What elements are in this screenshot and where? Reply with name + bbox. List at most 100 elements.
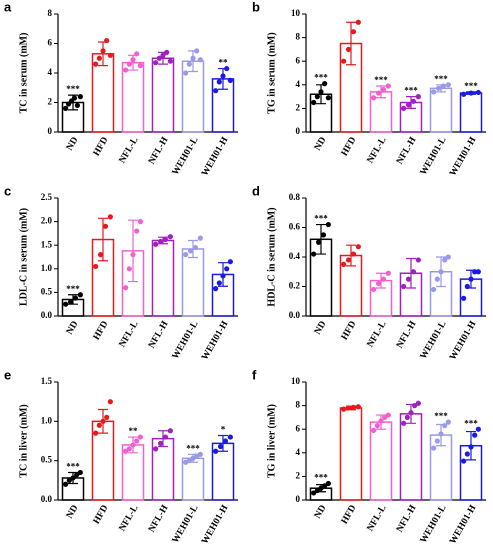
significance: *** <box>404 86 418 96</box>
significance: *** <box>314 214 328 224</box>
data-point <box>137 434 143 440</box>
y-tick-label: 10 <box>291 8 301 18</box>
data-point <box>408 410 414 416</box>
bar <box>399 413 423 501</box>
data-point <box>167 428 173 434</box>
data-point <box>472 269 478 275</box>
error-bar <box>406 96 416 109</box>
data-point <box>350 404 357 410</box>
data-point <box>438 431 444 437</box>
data-point <box>311 99 317 106</box>
error-bar <box>346 21 356 66</box>
error-bar <box>128 219 138 283</box>
data-point <box>67 299 74 305</box>
y-axis-label: TC in serum (mM) <box>18 33 29 114</box>
data-point <box>345 257 352 263</box>
bar <box>181 248 205 317</box>
y-tick-label: 2.5 <box>41 192 53 202</box>
data-point <box>70 475 76 481</box>
data-point <box>216 280 222 286</box>
data-point <box>325 480 331 487</box>
data-point <box>385 412 391 418</box>
data-point <box>77 94 83 100</box>
data-point <box>217 443 224 450</box>
data-point <box>222 438 229 444</box>
data-point <box>445 419 451 425</box>
data-point <box>440 83 447 89</box>
data-point <box>311 490 317 496</box>
data-point <box>431 89 437 95</box>
data-point <box>318 89 324 95</box>
data-point <box>345 405 352 411</box>
data-point <box>72 295 79 301</box>
y-tick-label: 0.5 <box>41 455 53 465</box>
data-point <box>468 444 474 450</box>
data-point <box>385 83 391 89</box>
x-tick-label: NFL-L <box>366 320 389 350</box>
x-tick-label: NFL-L <box>118 504 141 534</box>
data-point <box>186 61 192 67</box>
data-point <box>134 438 140 444</box>
data-point <box>102 223 109 229</box>
data-point <box>162 236 169 243</box>
x-tick-label: NFL-H <box>395 135 419 166</box>
data-point <box>475 426 481 432</box>
data-point <box>468 276 474 282</box>
data-point <box>378 418 384 424</box>
y-tick-label: 4 <box>296 447 301 457</box>
significance: *** <box>314 473 328 483</box>
x-tick-label: WEH01-L <box>419 504 449 546</box>
bar <box>459 92 483 133</box>
significance: *** <box>434 74 448 84</box>
y-axis-label: TG in serum (mM) <box>266 32 277 113</box>
significance: ** <box>129 426 139 436</box>
y-tick-label: 0.0 <box>41 310 53 320</box>
x-tick-label: ND <box>313 503 329 520</box>
data-point <box>380 86 387 93</box>
y-tick-label: 1.0 <box>41 263 53 273</box>
y-tick-label: 2 <box>296 470 301 480</box>
bar <box>369 421 393 501</box>
x-tick-label: NFL-H <box>147 319 171 350</box>
data-point <box>130 252 136 258</box>
data-point <box>156 55 162 61</box>
data-point <box>434 438 440 444</box>
data-point <box>183 70 189 76</box>
panel-label: b <box>252 0 260 14</box>
data-point <box>410 269 417 275</box>
data-point <box>227 434 233 440</box>
data-point <box>461 458 467 464</box>
data-point <box>77 469 83 476</box>
x-tick-label: HFD <box>340 503 359 525</box>
data-point <box>314 94 320 100</box>
data-point <box>77 292 83 298</box>
data-point <box>167 234 173 240</box>
data-point <box>157 440 164 446</box>
data-point <box>341 261 347 267</box>
data-point <box>355 244 361 250</box>
y-tick-label: 4 <box>296 79 301 89</box>
error-bar <box>406 257 416 289</box>
error-bar <box>376 272 386 289</box>
data-point <box>445 82 451 88</box>
error-bar <box>376 85 386 99</box>
significance: *** <box>66 462 80 472</box>
data-point <box>164 49 170 55</box>
x-tick-label: ND <box>313 135 329 152</box>
data-point <box>350 29 357 35</box>
y-tick-label: 0.0 <box>41 494 53 504</box>
data-point <box>213 286 219 292</box>
data-point <box>100 418 106 424</box>
y-tick-label: 0.0 <box>289 310 301 320</box>
data-point <box>371 95 377 101</box>
data-point <box>412 403 418 409</box>
x-tick-label: ND <box>65 319 81 336</box>
data-point <box>96 422 102 428</box>
data-point <box>404 414 410 420</box>
data-point <box>375 90 382 96</box>
y-tick-label: 8 <box>48 8 53 18</box>
x-tick-label: HFD <box>340 135 359 157</box>
significance: *** <box>464 418 478 428</box>
significance: *** <box>186 443 200 453</box>
data-point <box>475 269 481 275</box>
